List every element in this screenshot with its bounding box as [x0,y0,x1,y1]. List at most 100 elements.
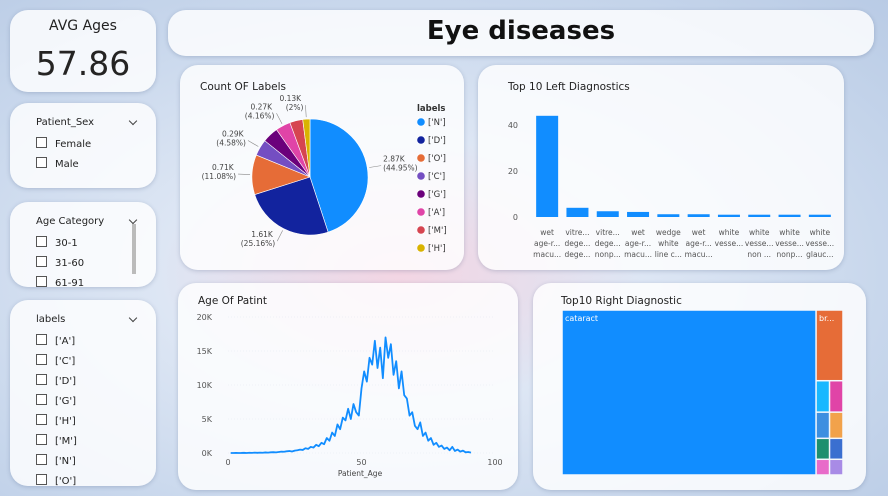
checkbox[interactable] [36,334,47,345]
x-tick-label: vitre... [565,228,589,237]
x-tick-label: dege... [595,239,621,248]
slicer-item-label[interactable]: ['G'] [55,396,77,407]
slicer-title: Patient_Sex [36,117,95,128]
y-tick-label: 0 [513,213,518,222]
treemap-cell [830,460,843,475]
slicer-item-label[interactable]: ['H'] [55,416,76,427]
x-tick-label: wet [692,228,706,237]
slicer-item-label[interactable]: ['N'] [55,456,76,467]
slicer-item[interactable]: ['N'] [36,454,76,467]
chart-title: Age Of Patint [198,295,267,307]
leader-line [276,230,283,242]
treemap-cell [816,310,843,380]
slicer-item-label[interactable]: ['A'] [55,336,76,347]
x-tick-label: vesse... [715,239,744,248]
legend-label: ['G'] [428,190,446,200]
slicer-item[interactable]: Female [36,137,91,150]
kpi-card: AVG Ages 57.86 [10,10,156,92]
checkbox[interactable] [36,374,47,385]
slicer-item-label[interactable]: 30-1 [55,238,78,249]
slicer-item-label[interactable]: 61-91 [55,278,85,289]
x-tick-label: age-r... [686,239,712,248]
slicer-title: Age Category [36,216,105,227]
data-label: 1.61K (25.16%) [241,230,276,248]
line-panel [178,283,518,490]
slicer-item[interactable]: ['H'] [36,414,76,427]
legend-label: ['M'] [428,226,447,236]
legend-swatch [417,208,425,216]
y-tick-label: 5K [202,415,213,424]
slicer-item[interactable]: ['G'] [36,394,76,407]
x-tick-label: non ... [747,250,771,259]
legend-label: ['O'] [428,154,446,164]
x-tick-label: age-r... [625,239,651,248]
slicer-item[interactable]: ['M'] [36,434,77,447]
slicer-item[interactable]: ['D'] [36,374,76,387]
bar [808,214,831,217]
x-tick-label: macu... [685,250,713,259]
age-slicer[interactable]: Age Category 30-1 31-60 61-91 [10,202,156,289]
checkbox[interactable] [36,354,47,365]
legend-swatch [417,244,425,252]
leader-line [369,165,382,168]
x-tick-label: wet [540,228,554,237]
legend-label: ['A'] [428,208,445,218]
legend-label: ['C'] [428,172,445,182]
checkbox[interactable] [36,394,47,405]
legend-label: ['H'] [428,244,446,254]
y-tick-label: 15K [197,347,213,356]
x-tick-label: white [810,228,831,237]
x-tick-label: nonp... [595,250,621,259]
checkbox[interactable] [36,137,47,148]
y-tick-label: 20K [197,313,213,322]
leader-line [305,105,307,118]
checkbox[interactable] [36,276,47,287]
checkbox[interactable] [36,157,47,168]
treemap-cell [816,439,829,459]
sex-slicer[interactable]: Patient_Sex Female Male [10,103,156,188]
line-series [230,336,472,454]
checkbox[interactable] [36,414,47,425]
slicer-item-label[interactable]: ['D'] [55,376,77,387]
checkbox[interactable] [36,454,47,465]
x-tick-label: 50 [356,458,366,467]
scrollbar[interactable] [132,224,136,274]
treemap-cell [816,381,829,412]
bar [596,211,619,217]
data-label: 0.29K (4.58%) [216,129,246,147]
x-tick-label: glauc... [806,250,833,259]
slicer-item-label[interactable]: Female [55,139,92,150]
x-tick-label: macu... [533,250,561,259]
legend-swatch [417,136,425,144]
x-tick-label: macu... [624,250,652,259]
slicer-item[interactable]: ['A'] [36,334,75,347]
slicer-item-label[interactable]: 31-60 [55,258,85,269]
slicer-item[interactable]: 61-91 [36,276,84,289]
x-tick-label: 0 [225,458,230,467]
slicer-item-label[interactable]: ['M'] [55,436,77,447]
x-tick-label: dege... [564,250,590,259]
slicer-item[interactable]: 31-60 [36,256,84,269]
slicer-item-label[interactable]: ['O'] [55,476,77,487]
slicer-item[interactable]: ['O'] [36,474,76,487]
leader-line [247,140,259,147]
checkbox[interactable] [36,236,47,247]
data-label: 0.27K (4.16%) [245,102,275,120]
x-tick-label: nonp... [777,250,803,259]
slicer-item[interactable]: 30-1 [36,236,78,249]
checkbox[interactable] [36,474,47,485]
checkbox[interactable] [36,256,47,267]
slicer-item-label[interactable]: ['C'] [55,356,76,367]
checkbox[interactable] [36,434,47,445]
x-tick-label: white [779,228,800,237]
bar [717,214,740,217]
slicer-item-label[interactable]: Male [55,159,79,170]
title-banner: Eye diseases [168,10,874,56]
slicer-item[interactable]: Male [36,157,79,170]
x-tick-label: wet [631,228,645,237]
labels-slicer[interactable]: labels ['A'] ['C'] ['D'] ['G'] ['H'] ['M'] ['N'… [10,300,156,487]
slicer-item[interactable]: ['C'] [36,354,75,367]
kpi-value: 57.86 [35,44,131,83]
